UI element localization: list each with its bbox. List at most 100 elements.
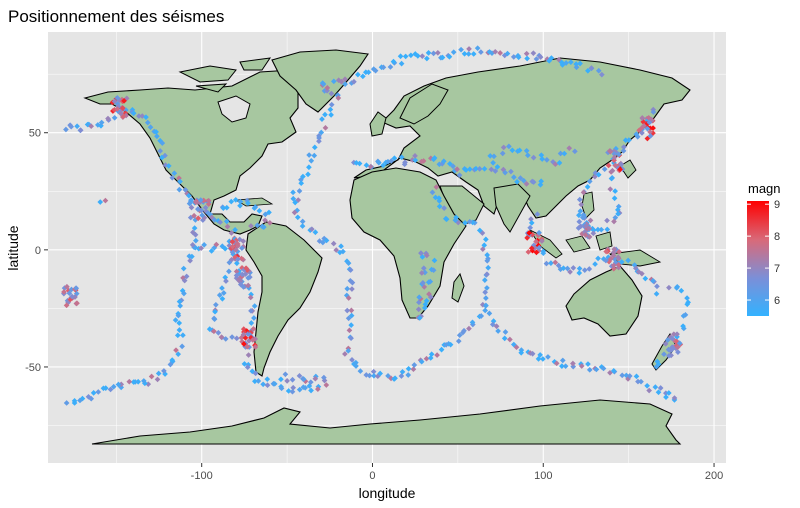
land-india bbox=[493, 183, 531, 233]
quake-point bbox=[236, 276, 242, 283]
quake-point bbox=[77, 127, 84, 134]
quake-point bbox=[560, 265, 567, 272]
quake-point bbox=[318, 129, 325, 136]
quake-point bbox=[431, 155, 438, 161]
quake-point bbox=[537, 352, 543, 358]
quake-point bbox=[405, 372, 412, 378]
y-tick-label: 0 bbox=[35, 245, 41, 257]
quake-point bbox=[466, 325, 472, 332]
quake-point bbox=[540, 356, 546, 362]
quake-point bbox=[176, 327, 183, 333]
quake-point bbox=[121, 98, 127, 104]
quake-point bbox=[237, 202, 243, 209]
quake-point bbox=[570, 265, 577, 271]
quake-point bbox=[548, 55, 555, 61]
quake-point bbox=[205, 201, 212, 207]
quake-point bbox=[380, 64, 387, 71]
quake-point bbox=[642, 275, 649, 282]
quake-point bbox=[338, 78, 345, 85]
quake-point bbox=[595, 255, 601, 262]
quake-point bbox=[418, 270, 425, 276]
quake-point bbox=[345, 260, 352, 267]
quake-point bbox=[167, 361, 174, 368]
quake-point bbox=[666, 353, 672, 359]
quake-point bbox=[290, 384, 297, 391]
x-tick-label: -100 bbox=[191, 470, 213, 482]
legend-tick-label: 7 bbox=[774, 263, 780, 275]
quake-point bbox=[524, 55, 530, 62]
quake-point bbox=[77, 397, 83, 404]
quake-point bbox=[245, 200, 251, 206]
legend-ticks: 6 7 8 9 bbox=[747, 199, 780, 307]
quake-point bbox=[388, 158, 395, 164]
quake-point bbox=[245, 352, 252, 358]
quake-point bbox=[478, 313, 485, 319]
quake-point bbox=[171, 170, 178, 177]
quake-point bbox=[539, 156, 546, 162]
quake-point bbox=[74, 123, 80, 130]
quake-point bbox=[175, 312, 182, 319]
quake-point bbox=[615, 254, 622, 261]
quake-point bbox=[492, 168, 499, 174]
quake-point bbox=[252, 344, 259, 350]
quake-point bbox=[528, 216, 534, 222]
quake-point bbox=[215, 329, 222, 336]
quake-point bbox=[528, 220, 535, 226]
quake-point bbox=[63, 302, 70, 309]
quake-point bbox=[552, 259, 559, 266]
quake-point bbox=[486, 310, 493, 317]
quake-point bbox=[235, 256, 241, 263]
quake-point bbox=[372, 67, 379, 74]
quake-point bbox=[115, 381, 122, 388]
quake-point bbox=[148, 373, 155, 380]
quake-point bbox=[579, 214, 586, 221]
quake-point bbox=[90, 390, 97, 396]
quake-point bbox=[159, 154, 165, 161]
quake-point bbox=[653, 363, 660, 370]
quake-point bbox=[262, 217, 268, 224]
quake-point bbox=[342, 351, 348, 357]
quake-point bbox=[380, 162, 386, 169]
quake-point bbox=[398, 373, 405, 379]
quake-point bbox=[684, 301, 691, 308]
quake-point bbox=[573, 64, 580, 71]
quake-point bbox=[252, 378, 258, 385]
quake-point bbox=[647, 129, 653, 135]
quake-point bbox=[447, 341, 454, 348]
quake-point bbox=[606, 148, 613, 154]
quake-point bbox=[557, 150, 564, 157]
quake-point bbox=[282, 371, 289, 378]
quake-point bbox=[671, 395, 678, 401]
quake-point bbox=[219, 285, 225, 291]
quake-point bbox=[67, 122, 73, 128]
quake-point bbox=[674, 344, 681, 351]
quake-point bbox=[657, 385, 664, 391]
quake-point bbox=[588, 65, 595, 71]
y-tick-label: 50 bbox=[29, 128, 41, 140]
quake-point bbox=[144, 119, 151, 126]
quake-point bbox=[100, 385, 107, 392]
quake-point bbox=[250, 326, 257, 332]
quake-point bbox=[494, 164, 501, 170]
quake-point bbox=[344, 307, 351, 314]
quake-point bbox=[513, 344, 520, 351]
quake-point bbox=[664, 337, 671, 343]
quake-point bbox=[136, 113, 142, 119]
quake-point bbox=[169, 174, 176, 181]
quake-point bbox=[618, 259, 625, 265]
x-tick-label: 100 bbox=[534, 470, 552, 482]
quake-point bbox=[675, 349, 681, 356]
quake-point bbox=[580, 189, 587, 196]
quake-point bbox=[242, 271, 249, 277]
quake-point bbox=[418, 358, 425, 365]
quake-point bbox=[322, 111, 328, 118]
quake-point bbox=[202, 204, 209, 211]
quake-point bbox=[271, 381, 278, 387]
quake-point bbox=[652, 384, 659, 390]
quake-point bbox=[228, 230, 235, 236]
quake-point bbox=[289, 388, 296, 395]
quake-point bbox=[222, 336, 229, 342]
quake-point bbox=[252, 370, 259, 377]
quake-point bbox=[516, 147, 523, 154]
